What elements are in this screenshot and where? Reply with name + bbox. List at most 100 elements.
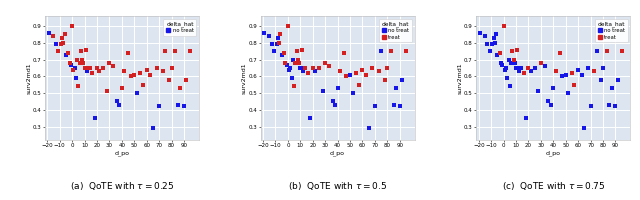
Point [602,50,612,53]
Point [345,73,355,76]
Point [508,50,518,53]
Point [291,50,301,53]
Point [550,70,561,73]
Point [570,83,580,86]
Point [374,70,384,73]
Point [395,105,405,108]
Point [526,70,536,73]
Text: (a)  QoTE with $\tau = 0.25$: (a) QoTE with $\tau = 0.25$ [70,180,174,192]
Point [300,66,310,70]
Point [310,70,321,73]
Point [512,48,522,51]
Point [185,50,195,53]
Point [298,70,308,73]
Point [129,73,140,76]
Point [73,85,83,88]
Point [540,65,550,68]
Point [339,51,349,54]
Point [125,75,136,78]
Point [509,61,520,65]
Point [288,58,298,61]
Point [84,66,95,70]
Point [511,66,521,70]
Point [524,66,534,70]
Point [267,43,277,46]
Point [74,61,84,65]
Point [292,58,303,61]
Point [274,41,284,44]
Legend: no treat, treat: no treat, treat [380,19,412,42]
Point [504,58,514,61]
Point [320,61,330,65]
Point [508,58,518,61]
Point [348,91,358,95]
Point [81,48,91,51]
Y-axis label: surv2md1: surv2md1 [242,62,247,94]
Point [157,70,168,73]
Point [490,41,500,44]
Point [351,71,362,75]
Point [554,51,564,54]
Point [98,66,108,70]
Point [136,71,146,75]
Point [607,86,617,90]
Point [611,105,621,108]
Point [77,58,87,61]
Point [269,50,279,53]
Point [328,100,338,103]
Point [104,61,115,65]
Point [164,78,174,81]
Point [145,73,156,76]
Point [303,71,313,75]
Point [78,61,88,65]
Point [141,68,152,71]
Point [595,78,605,81]
Point [543,100,554,103]
Text: (c)  QoTE with $\tau = 0.75$: (c) QoTE with $\tau = 0.75$ [502,180,605,192]
X-axis label: d_po: d_po [115,150,129,156]
Point [279,51,289,54]
Point [102,90,112,93]
Point [502,76,513,80]
Point [51,43,61,46]
Point [496,61,506,65]
Point [598,66,608,70]
Point [61,53,71,56]
Point [181,78,191,81]
Point [56,43,66,46]
Point [386,50,396,53]
Point [324,65,334,68]
Point [388,103,399,106]
Point [173,103,183,106]
Point [295,66,305,70]
Point [613,78,623,81]
Point [589,70,600,73]
Point [483,43,493,46]
Point [505,85,515,88]
Point [166,66,177,70]
Point [341,75,351,78]
Point [577,73,587,76]
Point [273,36,283,39]
Point [536,61,546,65]
Point [518,71,529,75]
Point [529,66,540,70]
Point [148,127,158,130]
Point [71,76,81,80]
Point [487,43,497,46]
Point [501,66,511,70]
Point [82,70,92,73]
Point [515,66,525,70]
Point [67,24,77,28]
Point [119,70,129,73]
Point [53,50,63,53]
Point [280,61,291,65]
Point [72,58,82,61]
Point [567,71,577,75]
Point [68,68,79,71]
Point [557,75,567,78]
Point [112,100,122,103]
Point [284,68,294,71]
Legend: no treat, treat: no treat, treat [595,19,628,42]
Point [138,83,148,86]
